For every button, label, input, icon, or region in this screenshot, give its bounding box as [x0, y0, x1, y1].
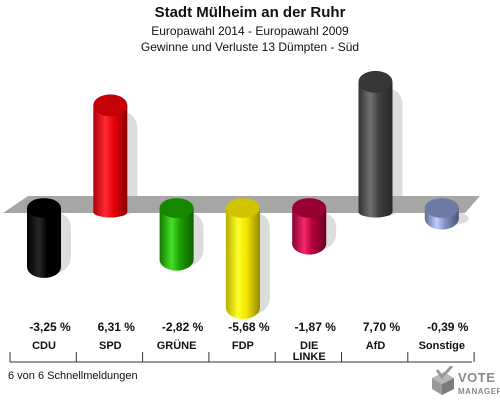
bar-fdp [225, 198, 260, 319]
category-label: SPD [99, 340, 122, 352]
bar-top-cap [93, 94, 128, 117]
bar-spd [93, 94, 128, 218]
category-label: Sonstige [419, 340, 465, 352]
bar-body [93, 105, 128, 212]
bar-body [358, 81, 393, 213]
value-label: -0,39 % [427, 320, 469, 334]
bar-top-cap [27, 198, 61, 218]
logo-text-vote: VOTE [458, 370, 496, 385]
value-label: -5,68 % [228, 320, 270, 334]
bar-cdu [27, 198, 61, 278]
bar-bottom-cap [27, 255, 61, 278]
value-label: 7,70 % [363, 320, 401, 334]
value-label: -1,87 % [295, 320, 337, 334]
bar-top-cap [292, 198, 327, 218]
bar-grüne [159, 198, 194, 271]
bar-die-linke [292, 198, 327, 255]
category-label: LINKE [293, 351, 326, 363]
bar-bottom-cap [292, 232, 327, 255]
ballot-box-icon [432, 366, 454, 395]
bar-bottom-cap [159, 248, 194, 271]
bar-top-cap [424, 198, 459, 218]
bar-top-cap [225, 198, 260, 218]
bar-bottom-cap [225, 296, 260, 319]
bar-bottom-cap [358, 206, 393, 218]
chart-title: Stadt Mülheim an der Ruhr [154, 4, 346, 21]
bar-afd [358, 70, 393, 218]
chart-subtitle: Europawahl 2014 - Europawahl 2009 [151, 24, 349, 38]
value-label: 6,31 % [98, 320, 136, 334]
reporting-status: 6 von 6 Schnellmeldungen [8, 370, 138, 382]
category-label: AfD [366, 340, 386, 352]
bar-sonstige [424, 198, 459, 230]
category-label: GRÜNE [157, 339, 197, 352]
category-label: DIE [300, 340, 318, 352]
vote-manager-logo: VOTE MANAGER [428, 366, 500, 398]
chart-subtitle-2: Gewinne und Verluste 13 Dümpten - Süd [140, 40, 360, 54]
value-label: -2,82 % [162, 320, 204, 334]
category-label: FDP [232, 340, 254, 352]
category-label: CDU [32, 340, 56, 352]
logo-text-manager: MANAGER [458, 387, 500, 396]
value-label: -3,25 % [29, 320, 71, 334]
bar-top-cap [159, 198, 194, 218]
bar-bottom-cap [93, 206, 128, 218]
bar-body [225, 208, 260, 308]
bar-top-cap [358, 70, 393, 93]
